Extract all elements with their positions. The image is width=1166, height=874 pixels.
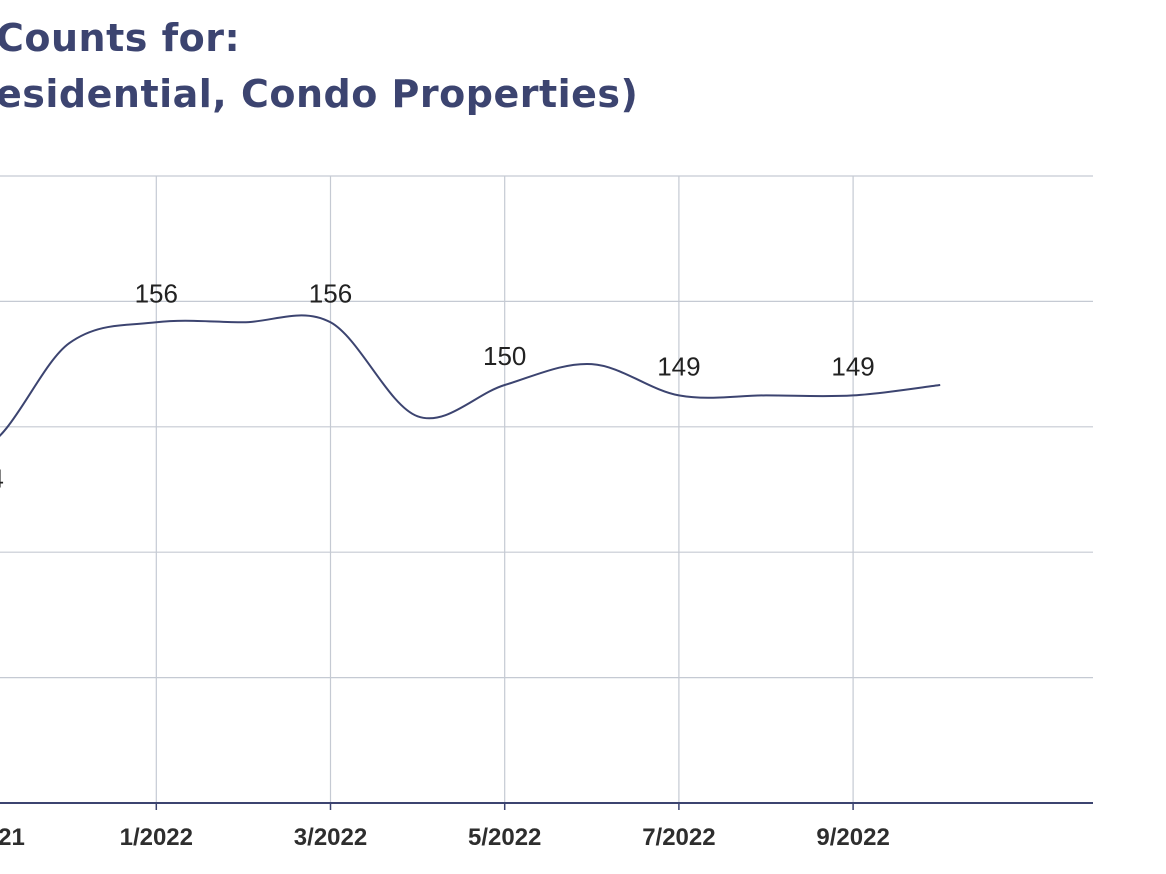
chart-title-line-1: Counts for: bbox=[0, 16, 241, 60]
data-label: 156 bbox=[135, 278, 178, 308]
data-label: 144 bbox=[0, 464, 4, 494]
x-tick-labels: 11/2021 1/2022 3/2022 5/2022 7/2022 9/2022 bbox=[0, 824, 890, 851]
data-label: 149 bbox=[657, 351, 700, 381]
data-label: 156 bbox=[309, 278, 352, 308]
chart-title-line-2: esidential, Condo Properties) bbox=[0, 72, 639, 116]
x-tick-label: 9/2022 bbox=[816, 824, 889, 851]
axes bbox=[0, 802, 1093, 810]
x-tick-label: 11/2021 bbox=[0, 824, 25, 851]
x-tick-label: 5/2022 bbox=[468, 824, 541, 851]
x-tick-label: 3/2022 bbox=[294, 824, 367, 851]
grid-lines bbox=[0, 175, 1093, 803]
data-labels: 144 156 156 150 149 149 bbox=[0, 278, 875, 493]
x-tick-label: 1/2022 bbox=[120, 824, 193, 851]
series-line bbox=[0, 314, 941, 437]
x-tick-label: 7/2022 bbox=[642, 824, 715, 851]
data-label: 149 bbox=[831, 351, 874, 381]
data-label: 150 bbox=[483, 341, 526, 371]
series-group bbox=[0, 314, 941, 437]
